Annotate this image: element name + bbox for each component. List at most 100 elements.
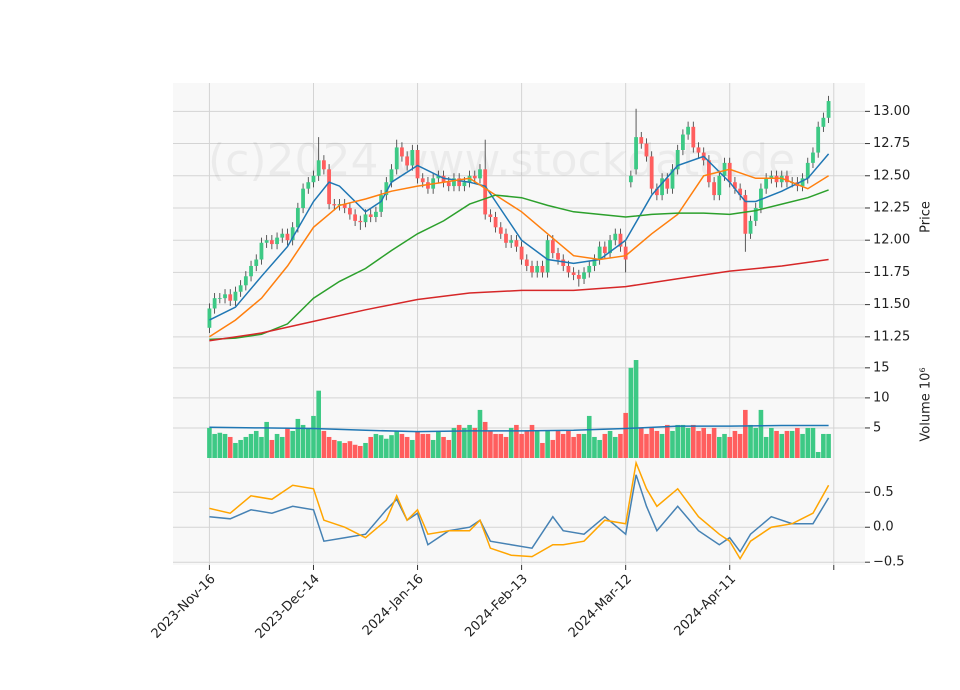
candle-body bbox=[618, 233, 623, 247]
y-tick-label: 12.75 bbox=[873, 136, 910, 151]
candle-body bbox=[280, 233, 285, 238]
volume-bar bbox=[675, 424, 680, 458]
volume-bar bbox=[477, 409, 483, 458]
volume-bar bbox=[534, 430, 540, 458]
candle-body bbox=[254, 259, 259, 266]
candle-body bbox=[217, 298, 222, 299]
volume-bar bbox=[404, 436, 410, 458]
volume-bar bbox=[659, 433, 665, 458]
volume-bar bbox=[696, 430, 701, 458]
candle-body bbox=[384, 182, 389, 196]
candle-body bbox=[608, 240, 612, 254]
volume-bar bbox=[482, 421, 488, 458]
candle-body bbox=[707, 160, 711, 183]
volume-bar bbox=[722, 433, 727, 458]
volume-bar bbox=[727, 436, 733, 458]
candle-body bbox=[665, 178, 670, 189]
candle-body bbox=[660, 178, 664, 196]
candle-body bbox=[727, 162, 732, 183]
candle-body bbox=[649, 156, 654, 189]
volume-bar bbox=[691, 424, 696, 458]
candle-body bbox=[712, 182, 717, 196]
volume-bar bbox=[222, 433, 228, 458]
volume-bar bbox=[685, 427, 691, 458]
candle-body bbox=[743, 195, 748, 234]
volume-bar bbox=[279, 436, 285, 458]
candle-body bbox=[639, 137, 644, 144]
volume-bar bbox=[763, 436, 769, 458]
y-tick-label: 11.75 bbox=[873, 265, 910, 280]
volume-bar bbox=[207, 427, 212, 458]
volume-bar bbox=[347, 441, 353, 458]
candle-body bbox=[800, 178, 805, 187]
panel-background bbox=[173, 458, 865, 565]
volume-bar bbox=[503, 436, 509, 458]
y-tick-label: 13.00 bbox=[873, 104, 910, 119]
volume-bar bbox=[337, 441, 342, 458]
candle-body bbox=[571, 272, 576, 275]
volume-bar bbox=[446, 439, 452, 458]
y-tick-label: 12.25 bbox=[873, 200, 910, 215]
volume-bar bbox=[758, 409, 764, 458]
volume-bar bbox=[753, 427, 759, 458]
candle-body bbox=[816, 126, 821, 153]
volume-bar bbox=[717, 436, 722, 458]
volume-bar bbox=[410, 439, 415, 458]
candle-body bbox=[264, 240, 269, 243]
y-tick-label: 12.00 bbox=[873, 233, 910, 248]
y-tick-label: 12.50 bbox=[873, 168, 910, 183]
candle-body bbox=[363, 214, 368, 223]
candle-body bbox=[368, 214, 373, 217]
volume-bar bbox=[670, 430, 675, 458]
volume-bar bbox=[737, 433, 743, 458]
volume-bar bbox=[290, 430, 295, 458]
volume-bar bbox=[451, 427, 457, 458]
volume-bar bbox=[378, 435, 384, 458]
y-tick-label: 10 bbox=[873, 390, 890, 405]
candle-body bbox=[436, 175, 441, 179]
candle-body bbox=[332, 204, 337, 206]
volume-bar bbox=[248, 433, 254, 458]
volume-bar bbox=[352, 444, 358, 458]
volume-bar bbox=[649, 427, 654, 458]
x-tick-label: 2024-Feb-13 bbox=[462, 572, 531, 641]
candle-body bbox=[243, 276, 248, 286]
candle-body bbox=[821, 117, 826, 127]
candle-body bbox=[348, 207, 352, 215]
x-tick-label: 2024-Mar-12 bbox=[566, 572, 635, 641]
candle-body bbox=[805, 162, 810, 179]
volume-bar bbox=[363, 442, 368, 458]
y-axis-label: Volume 10⁶ bbox=[919, 367, 934, 441]
y-tick-label: −0.5 bbox=[873, 555, 905, 570]
candle-body bbox=[550, 240, 555, 254]
candle-body bbox=[358, 220, 363, 223]
volume-bar bbox=[540, 442, 545, 458]
line bbox=[209, 189, 829, 341]
candle-body bbox=[207, 308, 212, 328]
candle-body bbox=[457, 178, 462, 187]
volume-bar bbox=[711, 427, 717, 458]
y-tick-label: 11.25 bbox=[873, 329, 910, 344]
volume-bar bbox=[462, 427, 467, 458]
y-tick-label: 0.5 bbox=[873, 485, 894, 500]
candle-body bbox=[738, 188, 743, 196]
volume-bar bbox=[311, 415, 316, 458]
volume-bar bbox=[508, 427, 514, 458]
volume-bar bbox=[498, 433, 504, 458]
candle-body bbox=[389, 169, 394, 183]
candle-body bbox=[514, 240, 519, 247]
candle-body bbox=[769, 175, 774, 179]
candle-body bbox=[670, 169, 675, 189]
candle-body bbox=[316, 160, 321, 176]
volume-bar bbox=[217, 432, 223, 458]
candle-body bbox=[311, 175, 316, 183]
volume-bar bbox=[810, 427, 816, 458]
candle-body bbox=[826, 101, 831, 118]
volume-bar bbox=[769, 427, 774, 458]
volume-bar bbox=[425, 433, 431, 458]
candle-body bbox=[811, 152, 815, 163]
volume-bar bbox=[654, 430, 660, 458]
volume-bar bbox=[488, 430, 493, 458]
candle-body bbox=[493, 217, 498, 228]
volume-bar bbox=[321, 430, 327, 458]
